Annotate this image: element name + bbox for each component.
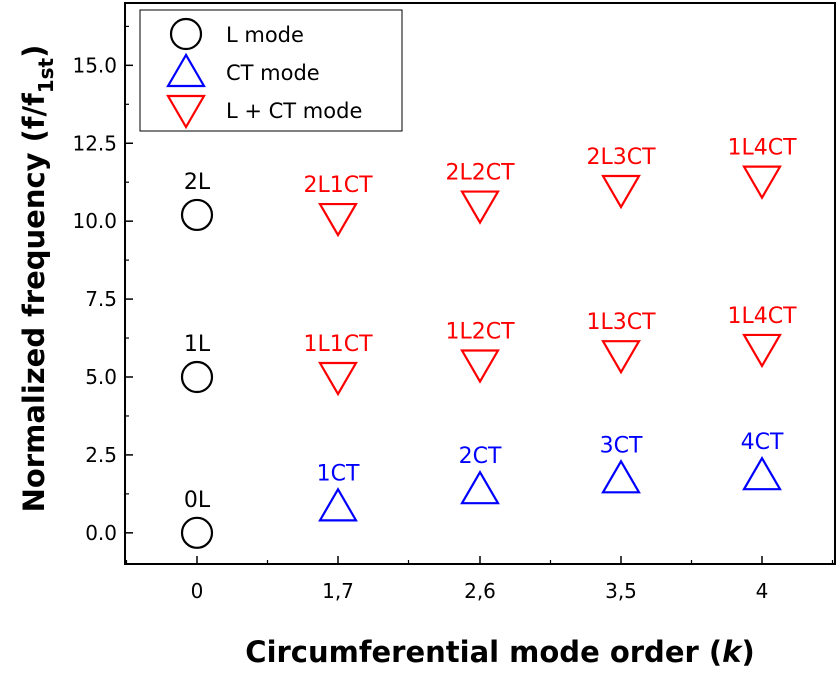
point-label: 1CT [317, 461, 360, 486]
y-tick-label: 10.0 [72, 209, 117, 233]
legend-box [139, 9, 403, 132]
triangle-down-marker [460, 190, 500, 225]
x-axis-title-main: Circumferential mode order ( [245, 635, 722, 669]
point-label: 1L4CT [727, 136, 797, 161]
x-axis-title-close: ) [741, 635, 754, 669]
data-points [180, 165, 782, 549]
x-tick-label: 3,5 [605, 579, 637, 603]
legend-label: L mode [226, 23, 304, 47]
point-label: 2L [184, 170, 211, 195]
point-label: 4CT [741, 430, 784, 455]
triangle-down-marker [460, 349, 500, 384]
point-label: 0L [184, 488, 211, 513]
y-tick-label: 2.5 [85, 443, 117, 467]
axis-ticks [125, 25, 834, 564]
triangle-up-marker [460, 470, 500, 505]
circle-marker [180, 516, 214, 549]
legend-label: CT mode [226, 61, 320, 85]
y-tick-label: 12.5 [72, 131, 117, 155]
x-axis-title: Circumferential mode order (k) [245, 635, 754, 669]
x-tick-label: 2,6 [464, 579, 496, 603]
point-label: 1L3CT [586, 310, 656, 335]
point-label: 3CT [600, 433, 643, 458]
triangle-up-marker [601, 459, 641, 494]
legend-items: L mode CT mode L + CT mode [166, 17, 362, 130]
x-tick-label: 1,7 [322, 579, 354, 603]
y-tick-label: 7.5 [85, 287, 117, 311]
triangle-down-marker [318, 202, 358, 238]
circle-marker [180, 360, 214, 394]
legend-label: L + CT mode [226, 99, 362, 123]
y-tick-label: 15.0 [72, 53, 117, 77]
point-label: 2CT [459, 444, 502, 469]
y-tick-label: 0.0 [85, 521, 117, 545]
y-tick-label: 5.0 [85, 365, 117, 389]
legend: L mode CT mode L + CT mode [139, 9, 403, 132]
x-tick-label: 0 [191, 579, 204, 603]
legend-triangle-down-marker [166, 94, 206, 130]
y-axis-title: Normalized frequency (f/f1st) [17, 45, 58, 513]
point-label: 2L1CT [303, 173, 373, 198]
point-label: 1L4CT [727, 304, 797, 329]
point-label: 2L3CT [586, 145, 656, 170]
y-axis-title-sub: 1st [34, 57, 58, 93]
tick-labels: 0.0 2.5 5.0 7.5 10.0 12.5 15.0 0 1,7 2,6 3,5 4 [72, 53, 768, 603]
point-label: 1L2CT [445, 320, 515, 345]
triangle-up-marker [318, 487, 358, 522]
triangle-down-marker [318, 361, 358, 397]
triangle-up-marker [742, 455, 782, 491]
triangle-down-marker [601, 340, 641, 375]
x-tick-label: 4 [756, 579, 769, 603]
legend-triangle-up-marker [166, 52, 206, 88]
y-axis-title-main: Normalized frequency (f/f [17, 93, 51, 513]
legend-circle-marker [169, 17, 203, 51]
triangle-down-marker [742, 333, 782, 369]
y-axis-title-close: ) [17, 45, 51, 58]
triangle-down-marker [742, 165, 782, 200]
point-label: 2L2CT [445, 161, 515, 186]
x-axis-title-k: k [722, 635, 743, 669]
point-label: 1L [184, 332, 211, 357]
triangle-down-marker [601, 174, 641, 210]
circle-marker [180, 198, 214, 232]
point-label: 1L1CT [303, 332, 373, 357]
